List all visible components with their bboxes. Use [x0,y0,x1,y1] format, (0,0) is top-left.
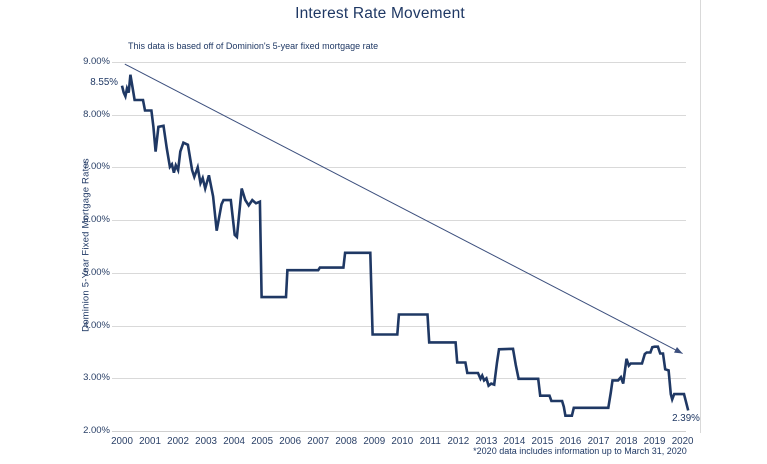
y-tick-label: 2.00% [83,424,110,436]
y-tick-label: 4.00% [83,319,110,331]
x-tick-label: 2018 [615,436,638,447]
x-tick-label: 2011 [419,436,441,447]
y-tick-label: 9.00% [83,56,110,67]
x-tick-label: 2006 [279,436,302,447]
chart-title: Interest Rate Movement [295,5,465,22]
chart-footnote: *2020 data includes information up to Ma… [473,446,687,456]
x-tick-label: 2000 [111,436,133,447]
x-tick-label: 2010 [391,436,414,447]
x-tick-label: 2016 [559,436,582,447]
x-tick-label: 2012 [447,436,470,447]
x-tick-label: 2014 [503,436,526,447]
y-tick-label: 8.00% [83,108,110,120]
y-tick-label: 6.00% [83,214,110,226]
x-tick-label: 2013 [475,436,498,447]
rate-line-series [120,74,690,418]
y-tick-label: 3.00% [83,372,110,384]
x-tick-label: 2008 [335,436,358,447]
chart-annotation: This data is based off of Dominion's 5-y… [128,41,379,51]
x-tick-label: 2001 [139,436,161,447]
x-tick-label: 2015 [531,436,554,447]
x-tick-label: 2017 [587,436,610,447]
trend-arrowhead [674,346,683,354]
x-tick-label: 2009 [363,436,386,447]
x-tick-label: 2019 [643,436,666,447]
x-tick-label: 2002 [167,436,189,447]
data-label-last-point: 2.39% [672,413,700,424]
x-tick-label: 2007 [307,436,330,447]
x-tick-label: 2004 [223,436,245,447]
y-tick-label: 5.00% [83,266,110,278]
y-tick-label: 7.00% [83,161,110,173]
data-label-first-point: 8.55% [90,77,118,88]
trend-arrow [124,63,683,354]
x-tick-label: 2003 [195,436,217,447]
x-tick-label: 2005 [251,436,274,447]
x-tick-label: 2020 [671,436,694,447]
